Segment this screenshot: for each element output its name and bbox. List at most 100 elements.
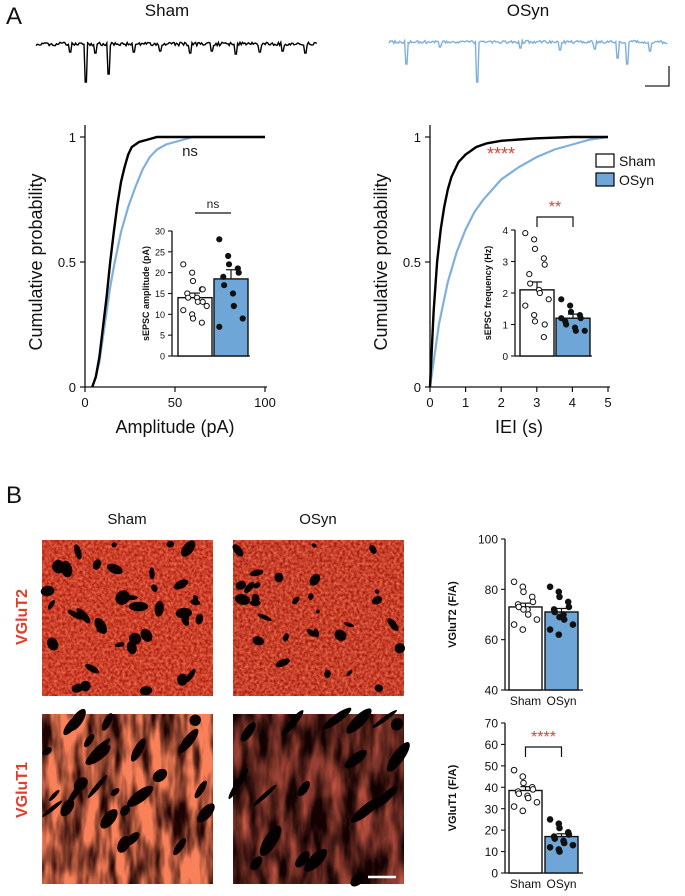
micro-col-label-sham: Sham	[107, 511, 146, 528]
data-point	[529, 786, 537, 793]
data-point	[545, 296, 552, 303]
micro-dark-region	[316, 609, 320, 614]
x-tick-label: 4	[569, 395, 576, 410]
data-point	[510, 621, 518, 628]
data-point	[515, 790, 523, 798]
data-point	[203, 302, 210, 310]
micro-dark-region	[123, 595, 138, 601]
micro-dark-region	[350, 872, 365, 887]
micro-dark-region	[177, 673, 188, 686]
micro-dark-region	[166, 540, 175, 548]
micro-dark-region	[189, 714, 201, 727]
x-tick-label: OSyn	[546, 694, 576, 708]
micro-dark-region	[181, 614, 190, 622]
x-tick-label: Sham	[510, 694, 541, 708]
x-tick-label: 0	[426, 395, 433, 410]
micro-dark-region	[306, 628, 316, 637]
micro-dark-region	[48, 789, 60, 802]
data-point	[556, 613, 563, 621]
data-point	[572, 327, 579, 334]
micro-dark-region	[130, 738, 146, 762]
y-tick-label: 15	[155, 289, 165, 299]
micro-dark-region	[46, 637, 59, 651]
x-tick-label: 5	[604, 395, 611, 410]
micro-dark-region	[309, 573, 321, 586]
y-tick-label: 60	[485, 738, 499, 752]
x-axis-title: IEI (s)	[495, 417, 543, 437]
vglut1-bar-chart: 0 10 20 30 40 50 60 70 VGluT1 (F/A) Sham OSyn ****	[447, 717, 583, 891]
micrograph-vglut1-osyn	[228, 707, 410, 887]
micrograph-vglut1-sham	[42, 708, 215, 884]
y-tick-label: 2	[502, 289, 508, 300]
micro-dark-region	[106, 563, 123, 575]
significance-label: **	[549, 199, 561, 216]
data-point	[540, 334, 547, 341]
micro-dark-region	[52, 559, 65, 574]
y-tick-label: 30	[155, 226, 165, 236]
micro-dark-region	[101, 713, 113, 731]
micro-dark-region	[85, 663, 99, 674]
y-tick-label: 30	[485, 802, 499, 816]
micro-dark-region	[313, 628, 320, 638]
data-point	[180, 307, 187, 314]
data-point	[216, 323, 223, 330]
y-tick-label: 20	[155, 268, 165, 278]
micro-dark-region	[282, 633, 289, 642]
y-tick-label: 70	[485, 717, 499, 731]
micro-dark-region	[369, 544, 377, 554]
data-point	[531, 318, 539, 325]
micro-dark-region	[76, 608, 91, 624]
data-point	[526, 271, 533, 278]
micro-dark-region	[334, 629, 347, 642]
micro-dark-region	[192, 595, 199, 602]
y-tick-label: 80	[485, 583, 499, 597]
data-point	[216, 236, 223, 243]
data-point	[529, 598, 537, 606]
data-point	[189, 315, 197, 322]
micro-dark-region	[92, 559, 102, 570]
data-point	[533, 798, 541, 806]
frequency-bar-chart: 0 1 2 3 4 sEPSC frequency (Hz) **	[483, 199, 592, 363]
micro-dark-region	[281, 710, 304, 736]
micro-dark-region	[372, 709, 398, 729]
data-point	[565, 603, 573, 611]
y-tick-label: 0.5	[403, 255, 421, 270]
micro-dark-region	[324, 669, 331, 679]
micro-dark-region	[96, 627, 108, 633]
micro-dark-region	[374, 684, 384, 693]
data-point	[569, 621, 577, 628]
data-point	[531, 311, 538, 319]
data-point	[563, 321, 570, 328]
data-point	[556, 848, 563, 855]
significance-bracket	[536, 216, 574, 227]
y-tick-label: 1	[414, 130, 421, 145]
data-point	[189, 277, 197, 285]
legend-label-osyn: OSyn	[619, 172, 654, 188]
micro-dark-region	[232, 544, 244, 557]
micro-dark-region	[251, 593, 260, 605]
micro-dark-region	[249, 569, 264, 577]
y-axis-title: VGluT1 (F/A)	[447, 764, 459, 831]
data-point	[185, 294, 192, 301]
micro-dark-region	[295, 851, 310, 868]
data-point	[556, 593, 563, 601]
vglut2-bar-chart: 40 60 80 100 VGluT2 (F/A) Sham OSyn	[447, 533, 583, 708]
micro-dark-region	[346, 669, 353, 677]
data-point	[546, 816, 554, 823]
data-point	[229, 290, 237, 297]
y-tick-label: 1	[69, 130, 76, 145]
data-point	[522, 302, 529, 309]
micro-row-label-vglut2: VGluT2	[14, 589, 31, 645]
y-tick-label: 40	[485, 781, 499, 795]
data-point	[541, 321, 548, 328]
data-point	[540, 255, 547, 262]
data-point	[567, 302, 574, 309]
micro-dark-region	[87, 775, 108, 799]
micro-dark-region	[259, 825, 282, 856]
x-tick-label: 50	[168, 395, 182, 410]
data-point	[551, 835, 559, 843]
data-point	[531, 245, 539, 252]
micro-dark-region	[194, 780, 207, 799]
data-point	[520, 779, 527, 787]
